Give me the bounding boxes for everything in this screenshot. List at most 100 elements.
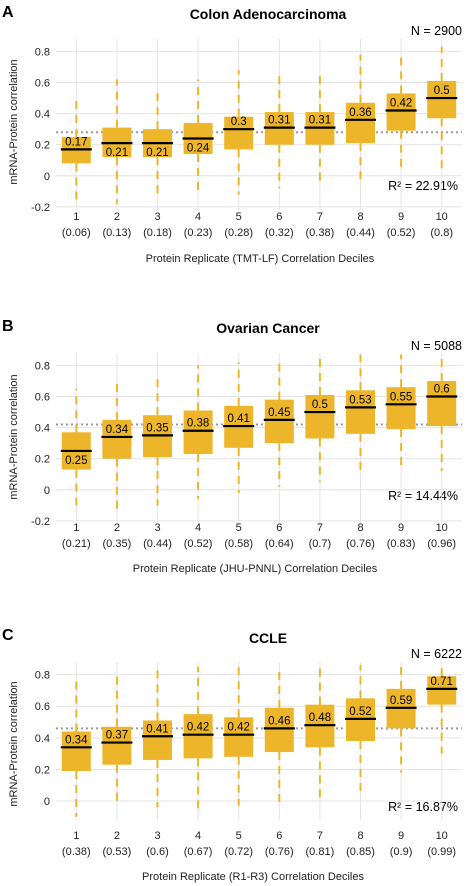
x-tick-label: 5 [236,211,242,223]
x-tick-sublabel: (0.7) [309,538,332,550]
x-tick-label: 3 [154,830,160,842]
x-tick-label: 9 [398,830,404,842]
median-value-label: 0.52 [349,706,371,718]
x-tick-sublabel: (0.72) [224,846,253,858]
box [264,399,294,444]
x-tick-label: 10 [436,211,448,223]
panel-title: CCLE [249,630,287,646]
median-value-label: 0.45 [268,407,290,419]
x-tick-sublabel: (0.76) [265,846,294,858]
median-value-label: 0.24 [187,142,210,154]
median-value-label: 0.41 [146,723,168,735]
x-tick-sublabel: (0.32) [265,227,294,239]
x-tick-label: 8 [357,211,363,223]
panel-b: B Ovarian Cancer N = 5088 R² = 14.44% mR… [2,318,462,575]
median-value-label: 0.5 [312,399,328,411]
panel-letter: B [2,318,14,335]
x-tick-sublabel: (0.21) [62,538,91,550]
x-axis-label: Protein Replicate (R1-R3) Correlation De… [142,871,364,883]
box [386,387,416,430]
box [143,720,172,760]
x-tick-label: 2 [114,211,120,223]
y-axis-label: mRNA-Protein correlation [8,59,20,184]
median-value-label: 0.34 [106,424,129,436]
x-tick-sublabel: (0.8) [430,227,453,239]
y-tick-label: 0.8 [35,670,50,682]
median-value-label: 0.42 [228,722,250,734]
median-value-label: 0.55 [390,391,412,403]
box [264,707,294,753]
x-tick-label: 2 [114,522,120,534]
median-value-label: 0.21 [146,147,168,159]
box [427,676,457,705]
y-tick-label: 0 [44,485,50,497]
x-tick-sublabel: (0.44) [143,538,172,550]
x-tick-sublabel: (0.64) [265,538,294,550]
y-tick-label: 0.6 [35,78,50,90]
median-value-label: 0.42 [187,722,209,734]
x-axis-label: Protein Replicate (JHU-PNNL) Correlation… [133,563,378,575]
box [224,116,254,150]
x-tick-label: 1 [73,522,79,534]
median-value-label: 0.21 [106,147,128,159]
y-tick-label: 0.2 [35,140,50,152]
median-value-label: 0.71 [431,676,453,688]
y-tick-label: 0.2 [35,454,50,466]
x-tick-sublabel: (0.58) [224,538,253,550]
x-tick-sublabel: (0.38) [306,227,335,239]
x-tick-label: 7 [317,211,323,223]
median-value-label: 0.42 [390,98,412,110]
y-tick-label: 0.6 [35,701,50,713]
y-tick-label: 0 [44,796,50,808]
x-tick-label: 5 [236,830,242,842]
median-value-label: 0.34 [65,734,88,746]
x-tick-sublabel: (0.52) [387,227,416,239]
box [183,714,213,759]
x-tick-label: 3 [154,522,160,534]
x-tick-sublabel: (0.99) [427,846,456,858]
box [427,380,457,427]
median-value-label: 0.25 [65,455,87,467]
x-tick-sublabel: (0.18) [143,227,172,239]
y-tick-label: 0 [44,171,50,183]
box [224,717,254,757]
x-tick-sublabel: (0.28) [224,227,253,239]
r2-label: R² = 22.91% [388,179,458,193]
x-tick-label: 4 [195,522,201,534]
panel-c: C CCLE N = 6222 R² = 16.87% mRNA-Protein… [2,627,462,883]
panel-letter: A [2,4,14,21]
box [346,390,375,434]
median-value-label: 0.31 [309,115,331,127]
median-value-label: 0.6 [434,384,450,396]
x-tick-sublabel: (0.23) [184,227,213,239]
n-label: N = 5088 [411,339,462,353]
x-axis-label: Protein Replicate (TMT-LF) Correlation D… [146,253,375,265]
n-label: N = 2900 [411,24,462,38]
y-tick-label: 0.6 [35,392,50,404]
median-value-label: 0.36 [349,107,371,119]
x-tick-sublabel: (0.52) [184,538,213,550]
x-tick-sublabel: (0.9) [390,846,413,858]
x-tick-label: 7 [317,522,323,534]
x-tick-label: 1 [73,830,79,842]
y-axis-label: mRNA-Protein correlation [8,681,20,806]
panel-title: Colon Adenocarcinoma [190,6,347,22]
y-tick-label: 0.4 [35,423,50,435]
median-value-label: 0.31 [268,115,290,127]
x-tick-sublabel: (0.13) [103,227,132,239]
x-tick-label: 4 [195,830,201,842]
median-value-label: 0.46 [268,715,290,727]
x-tick-sublabel: (0.44) [346,227,375,239]
median-value-label: 0.38 [187,418,209,430]
x-tick-sublabel: (0.76) [346,538,375,550]
x-tick-sublabel: (0.85) [346,846,375,858]
panel-letter: C [2,627,14,644]
x-tick-label: 7 [317,830,323,842]
y-tick-label: -0.2 [31,516,50,528]
y-tick-label: 0.2 [35,764,50,776]
x-tick-label: 10 [436,522,448,534]
r2-label: R² = 16.87% [388,800,458,814]
median-value-label: 0.48 [309,712,331,724]
x-tick-label: 5 [236,522,242,534]
box [305,394,335,439]
